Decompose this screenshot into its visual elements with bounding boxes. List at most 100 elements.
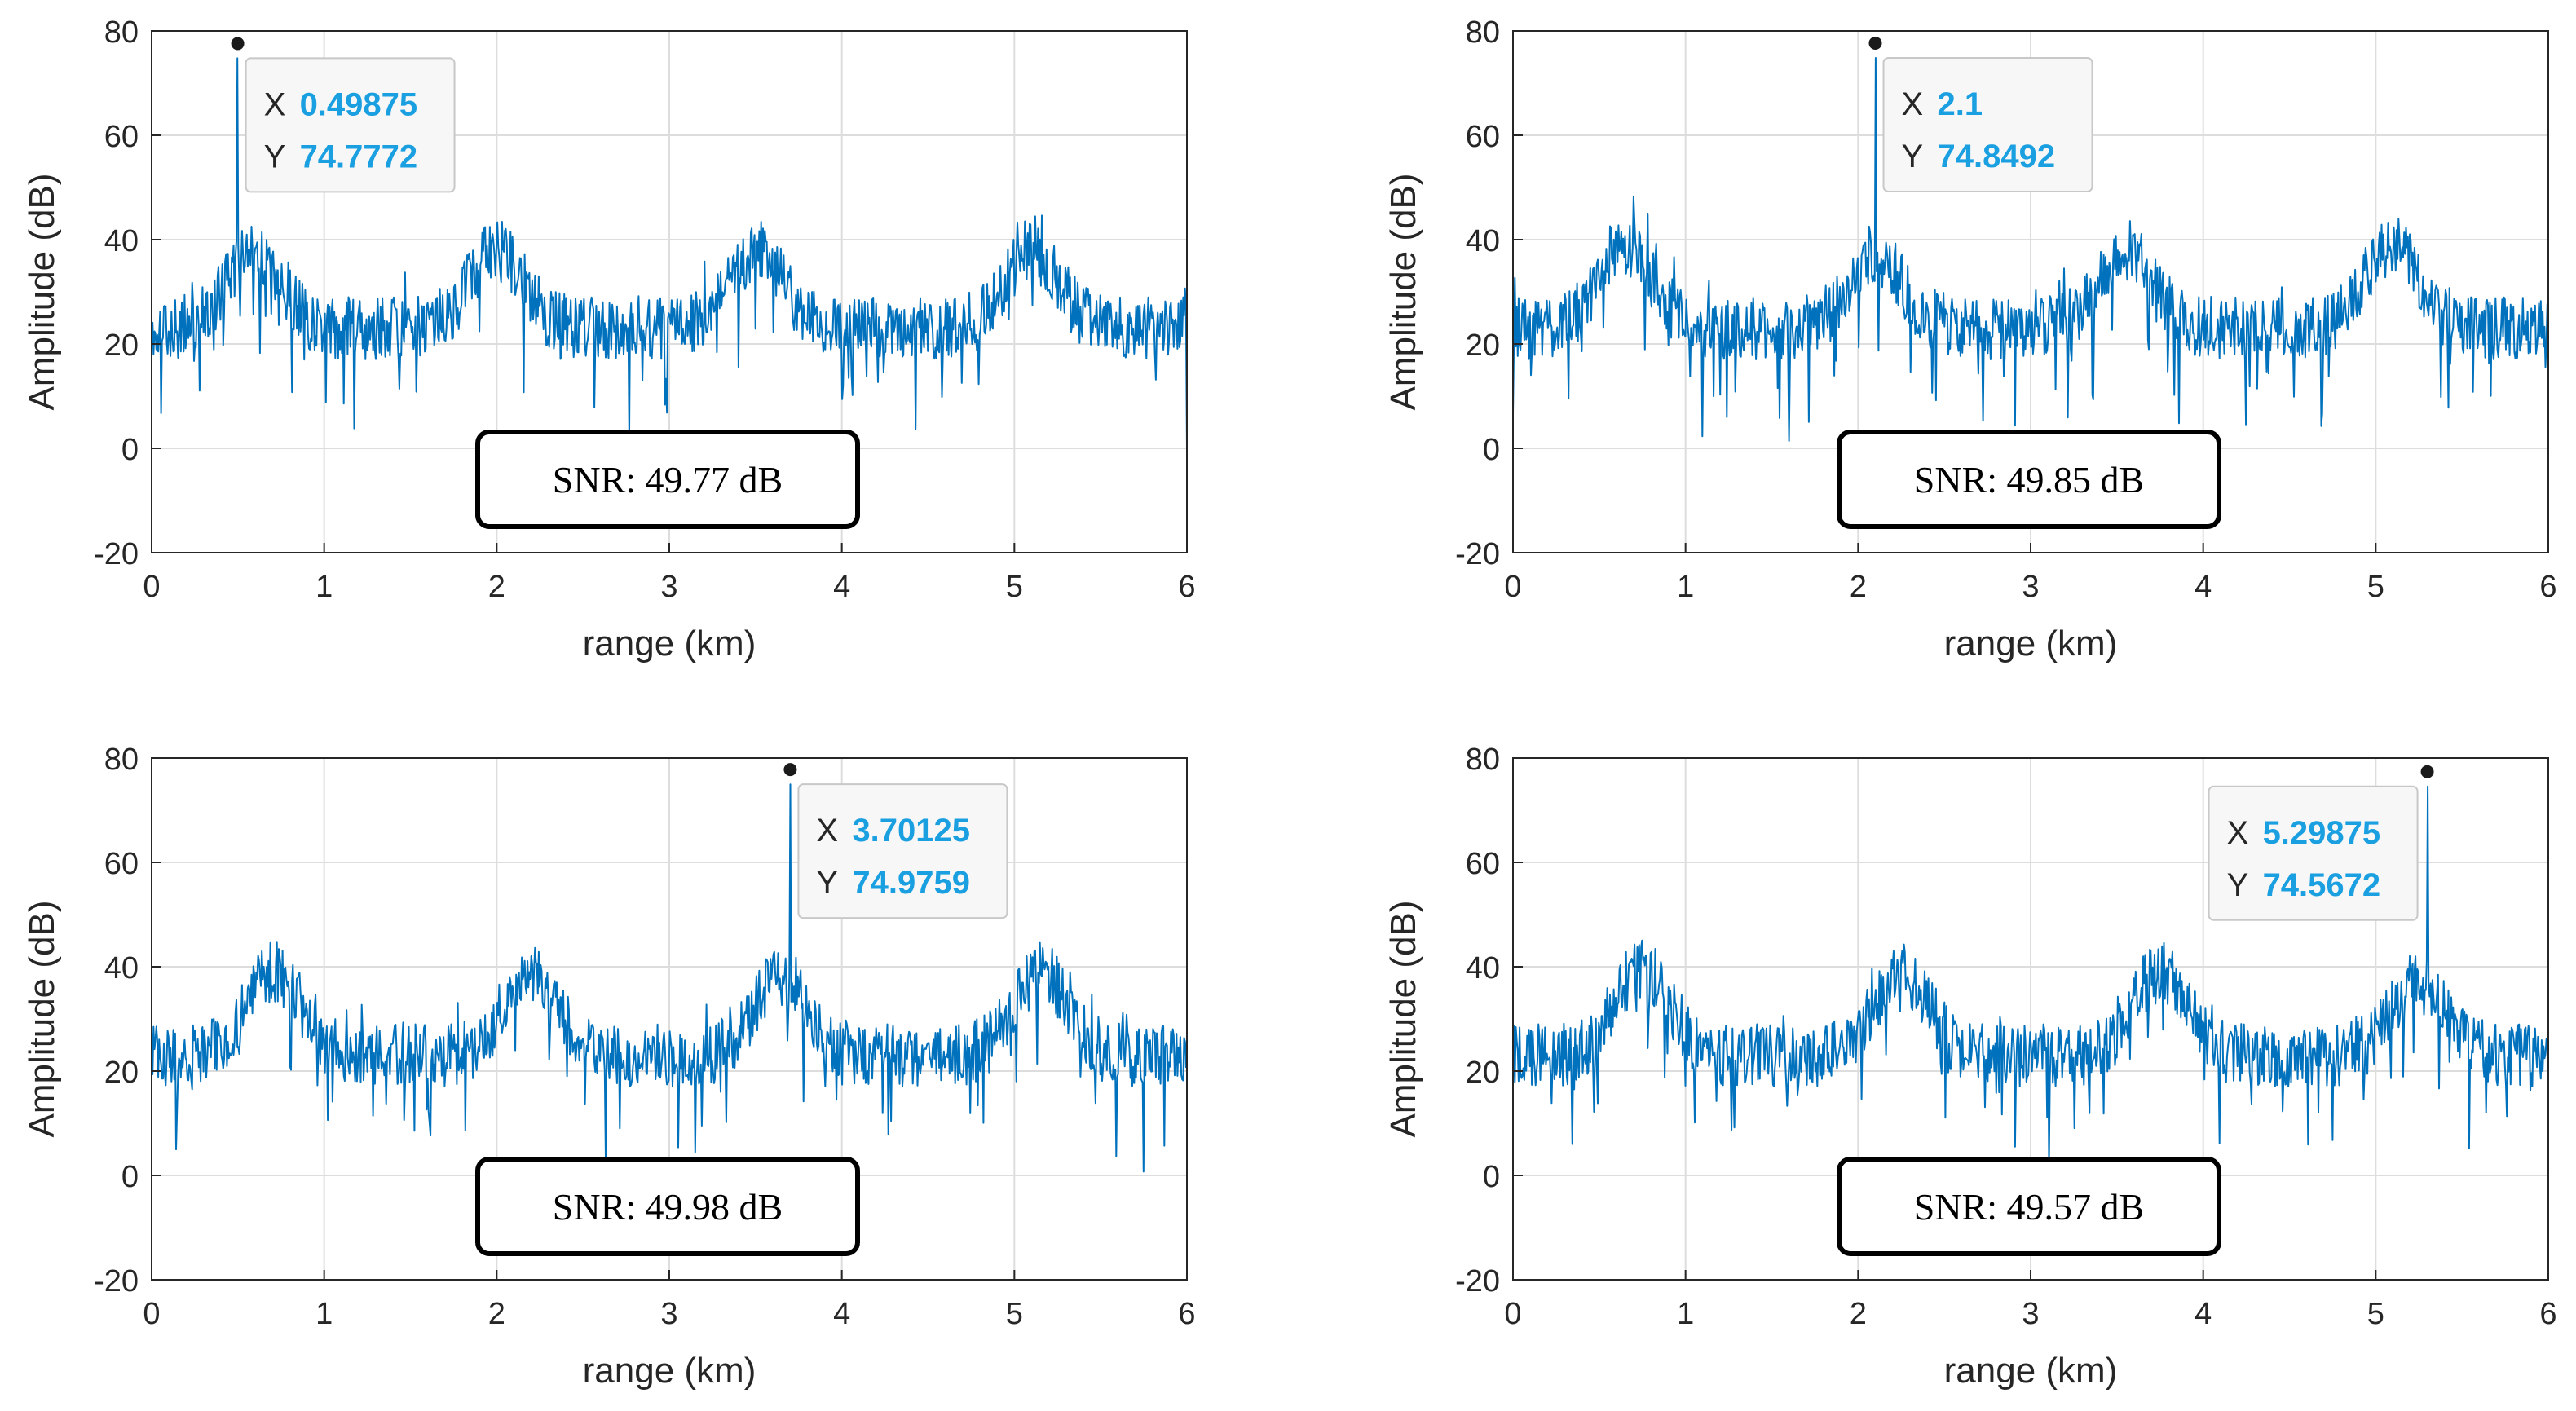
snr-annotation-box <box>1837 430 2221 529</box>
y-tick-label: 80 <box>104 15 139 50</box>
datatip-y-key: Y <box>1902 139 1924 174</box>
x-tick-label: 5 <box>2367 1297 2384 1331</box>
x-axis-label: range (km) <box>1944 1351 2118 1391</box>
range-profile-line <box>151 783 1188 1173</box>
y-tick-label: 0 <box>1483 433 1500 467</box>
peak-marker[interactable] <box>1868 36 1882 50</box>
x-tick-label: 3 <box>660 1297 677 1331</box>
snr-annotation-text: SNR: 49.77 dB <box>553 459 783 500</box>
datatip-y-key: Y <box>264 139 286 174</box>
y-tick-label: 40 <box>1466 224 1500 258</box>
datatip-box <box>245 57 456 193</box>
y-tick-label: 40 <box>1466 951 1500 985</box>
y-tick-label: -20 <box>94 537 139 571</box>
x-tick-label: 5 <box>1006 1297 1023 1331</box>
x-tick-label: 3 <box>2022 570 2039 604</box>
x-tick-label: 4 <box>833 1297 850 1331</box>
datatip-y-key: Y <box>2227 867 2249 903</box>
datatip-box <box>1882 56 2093 192</box>
x-tick-label: 3 <box>2022 1297 2039 1331</box>
peak-marker[interactable] <box>2420 765 2434 778</box>
x-tick-label: 2 <box>488 570 505 604</box>
y-axis-label: Amplitude (dB) <box>22 173 62 410</box>
snr-annotation-text: SNR: 49.85 dB <box>1914 459 2144 500</box>
y-tick-label: 20 <box>1466 1056 1500 1090</box>
snr-annotation-text: SNR: 49.98 dB <box>553 1186 783 1228</box>
snr-annotation-box <box>475 1157 860 1256</box>
x-axis-label: range (km) <box>583 624 756 664</box>
y-tick-label: 0 <box>1483 1160 1500 1194</box>
y-tick-label: 60 <box>104 120 139 154</box>
y-tick-label: -20 <box>1455 537 1500 571</box>
x-tick-label: 6 <box>1178 570 1195 604</box>
y-tick-label: 20 <box>104 328 139 363</box>
y-tick-label: 0 <box>121 433 139 467</box>
x-tick-label: 2 <box>1850 570 1867 604</box>
datatip-y-value: 74.9759 <box>852 865 970 901</box>
datatip-x-key: X <box>816 813 838 849</box>
snr-annotation-text: SNR: 49.57 dB <box>1914 1186 2144 1228</box>
peak-marker[interactable] <box>783 763 797 777</box>
y-tick-label: 20 <box>104 1056 139 1090</box>
datatip-box <box>797 783 1008 919</box>
x-tick-label: 5 <box>2367 570 2384 604</box>
y-tick-label: 80 <box>1466 743 1500 777</box>
x-tick-label: 6 <box>1178 1297 1195 1331</box>
x-tick-label: 6 <box>2539 1297 2556 1331</box>
datatip-x-value: 2.1 <box>1938 86 1983 122</box>
x-tick-label: 4 <box>2194 1297 2212 1331</box>
x-tick-label: 1 <box>315 1297 333 1331</box>
x-tick-label: 1 <box>1677 1297 1694 1331</box>
y-axis-label: Amplitude (dB) <box>1383 173 1423 410</box>
x-tick-label: 4 <box>833 570 850 604</box>
range-profile-line <box>151 57 1188 450</box>
x-tick-label: 6 <box>2539 570 2556 604</box>
x-tick-label: 3 <box>660 570 677 604</box>
range-profile-line <box>1512 785 2549 1169</box>
y-tick-label: 60 <box>104 847 139 881</box>
x-axis-label: range (km) <box>583 1351 756 1391</box>
datatip-y-key: Y <box>816 865 838 901</box>
y-tick-label: 60 <box>1466 847 1500 881</box>
y-axis-label: Amplitude (dB) <box>22 900 62 1137</box>
snr-annotation-box <box>1837 1157 2221 1256</box>
snr-annotation-box <box>475 430 860 529</box>
datatip-x-key: X <box>264 86 286 122</box>
datatip-y-value: 74.7772 <box>300 139 418 174</box>
y-tick-label: 40 <box>104 951 139 985</box>
x-axis-label: range (km) <box>1944 624 2118 664</box>
y-tick-label: 20 <box>1466 328 1500 363</box>
x-tick-label: 0 <box>143 570 160 604</box>
datatip-x-value: 0.49875 <box>300 86 418 122</box>
peak-marker[interactable] <box>231 37 245 51</box>
datatip-x-key: X <box>2227 815 2249 851</box>
y-tick-label: 0 <box>121 1160 139 1194</box>
x-tick-label: 2 <box>1850 1297 1867 1331</box>
x-tick-label: 0 <box>1504 1297 1521 1331</box>
datatip-x-key: X <box>1902 86 1924 122</box>
datatip-y-value: 74.8492 <box>1938 139 2056 174</box>
datatip-x-value: 5.29875 <box>2263 815 2381 851</box>
x-tick-label: 0 <box>1504 570 1521 604</box>
y-tick-label: 80 <box>1466 15 1500 50</box>
y-tick-label: 60 <box>1466 120 1500 154</box>
datatip-x-value: 3.70125 <box>852 813 970 849</box>
y-tick-label: -20 <box>94 1264 139 1299</box>
x-tick-label: 1 <box>315 570 333 604</box>
range-profile-line <box>1512 57 2549 442</box>
datatip-box <box>2208 785 2419 921</box>
x-tick-label: 4 <box>2194 570 2212 604</box>
x-tick-label: 0 <box>143 1297 160 1331</box>
y-tick-label: -20 <box>1455 1264 1500 1299</box>
x-tick-label: 5 <box>1006 570 1023 604</box>
y-axis-label: Amplitude (dB) <box>1383 900 1423 1137</box>
y-tick-label: 80 <box>104 743 139 777</box>
datatip-y-value: 74.5672 <box>2263 867 2381 903</box>
x-tick-label: 1 <box>1677 570 1694 604</box>
x-tick-label: 2 <box>488 1297 505 1331</box>
